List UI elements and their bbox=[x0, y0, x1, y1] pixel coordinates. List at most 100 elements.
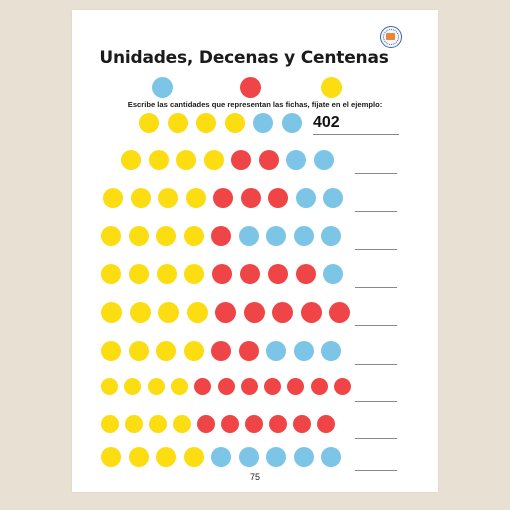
chip-blue bbox=[323, 188, 343, 208]
chip-yellow bbox=[128, 447, 149, 467]
chip-yellow bbox=[147, 378, 165, 395]
answer-blank[interactable] bbox=[355, 347, 397, 365]
answer-blank[interactable] bbox=[355, 232, 397, 250]
chip-red bbox=[240, 264, 260, 284]
chip-red bbox=[243, 302, 265, 323]
chip-red bbox=[245, 415, 263, 433]
chip-red bbox=[231, 150, 251, 170]
chip-blue bbox=[238, 447, 259, 467]
chip-yellow bbox=[224, 113, 245, 133]
chip-blue bbox=[266, 447, 286, 467]
logo-book-icon bbox=[386, 33, 395, 40]
exercise-row bbox=[72, 302, 438, 326]
exercise-row bbox=[72, 264, 438, 288]
chip-red bbox=[310, 378, 328, 395]
chip-yellow bbox=[176, 150, 196, 170]
chip-red bbox=[215, 302, 236, 323]
chip-red bbox=[268, 188, 288, 208]
answer-blank[interactable] bbox=[355, 421, 397, 439]
chip-yellow bbox=[149, 415, 167, 433]
chip-red bbox=[295, 264, 316, 284]
chip-blue bbox=[238, 226, 259, 246]
chip-blue bbox=[313, 150, 334, 170]
chip-blue bbox=[253, 113, 273, 133]
chip-yellow bbox=[183, 341, 204, 361]
chip-red bbox=[211, 341, 231, 361]
chip-red bbox=[240, 188, 261, 208]
answer-blank[interactable]: 402 bbox=[313, 114, 399, 135]
chip-blue bbox=[321, 226, 341, 246]
answer-blank[interactable] bbox=[355, 156, 397, 174]
answer-blank[interactable] bbox=[355, 384, 397, 402]
chip-yellow bbox=[124, 378, 142, 395]
chip-yellow bbox=[139, 113, 159, 133]
chip-yellow bbox=[103, 188, 123, 208]
worksheet-title: Unidades, Decenas y Centenas bbox=[99, 48, 389, 68]
key-dot-yellow bbox=[321, 77, 342, 98]
chip-red bbox=[272, 302, 293, 323]
page-number: 75 bbox=[249, 472, 260, 482]
chip-red bbox=[264, 378, 282, 395]
chip-yellow bbox=[128, 264, 149, 284]
chip-yellow bbox=[101, 264, 121, 284]
exercise-row bbox=[72, 378, 438, 402]
chip-yellow bbox=[156, 341, 176, 361]
chip-blue bbox=[323, 264, 344, 284]
chip-yellow bbox=[170, 378, 188, 395]
exercise-row bbox=[72, 150, 438, 174]
logo-ring bbox=[383, 29, 399, 45]
exercise-row bbox=[72, 447, 438, 471]
chip-yellow bbox=[128, 341, 149, 361]
chip-yellow bbox=[101, 341, 121, 361]
chip-blue bbox=[266, 226, 286, 246]
chip-red bbox=[329, 302, 350, 323]
chip-blue bbox=[286, 150, 306, 170]
instruction-text: Escribe las cantidades que representan l… bbox=[127, 100, 383, 109]
chip-yellow bbox=[196, 113, 216, 133]
answer-blank[interactable] bbox=[355, 308, 397, 326]
chip-red bbox=[240, 378, 258, 395]
chip-yellow bbox=[125, 415, 143, 433]
chip-yellow bbox=[101, 378, 118, 395]
chip-yellow bbox=[121, 150, 141, 170]
worksheet-page: Unidades, Decenas y Centenas Escribe las… bbox=[72, 10, 438, 492]
chip-red bbox=[300, 302, 322, 323]
exercise-row bbox=[72, 341, 438, 365]
exercise-row: 402 bbox=[72, 113, 438, 135]
chip-red bbox=[334, 378, 351, 395]
chip-blue bbox=[293, 447, 314, 467]
chip-yellow bbox=[173, 415, 191, 433]
chip-yellow bbox=[184, 264, 205, 284]
chip-yellow bbox=[130, 188, 151, 208]
chip-yellow bbox=[128, 226, 149, 246]
key-dot-red bbox=[240, 77, 261, 98]
chip-yellow bbox=[167, 113, 188, 133]
chip-blue bbox=[321, 447, 341, 467]
answer-blank[interactable] bbox=[355, 194, 397, 212]
answer-blank[interactable] bbox=[355, 453, 397, 471]
chip-yellow bbox=[156, 264, 177, 284]
chip-yellow bbox=[156, 447, 176, 467]
chip-blue bbox=[266, 341, 286, 361]
chip-yellow bbox=[185, 188, 206, 208]
chip-yellow bbox=[158, 302, 179, 323]
chip-blue bbox=[211, 447, 231, 467]
exercise-row bbox=[72, 226, 438, 250]
chip-red bbox=[317, 415, 335, 433]
key-dot-blue bbox=[152, 77, 173, 98]
chip-blue bbox=[295, 188, 316, 208]
chip-red bbox=[267, 264, 288, 284]
answer-blank[interactable] bbox=[355, 270, 397, 288]
chip-yellow bbox=[203, 150, 224, 170]
chip-red bbox=[212, 264, 233, 284]
chip-red bbox=[258, 150, 279, 170]
publisher-logo bbox=[380, 26, 402, 48]
chip-red bbox=[238, 341, 259, 361]
chip-red bbox=[217, 378, 235, 395]
chip-red bbox=[211, 226, 231, 246]
chip-red bbox=[197, 415, 215, 433]
chip-yellow bbox=[156, 226, 176, 246]
chip-yellow bbox=[183, 447, 204, 467]
chip-yellow bbox=[183, 226, 204, 246]
chip-blue bbox=[293, 341, 314, 361]
